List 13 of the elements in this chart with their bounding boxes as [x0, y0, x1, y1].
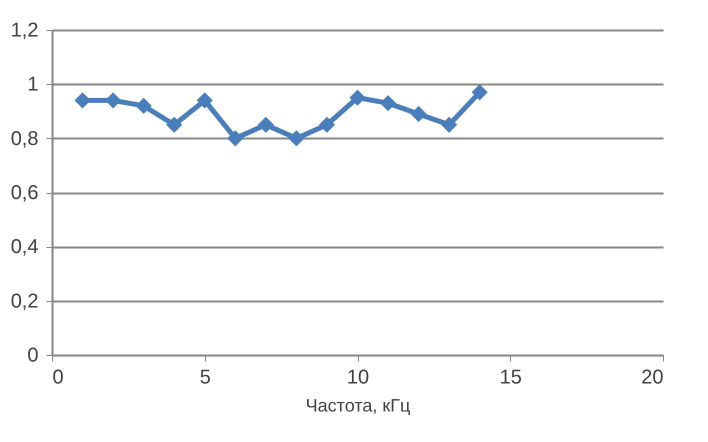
x-tick-label: 10	[346, 366, 370, 388]
x-tick-label: 20	[641, 366, 664, 388]
y-tick-label: 0,4	[10, 236, 38, 258]
x-axis-title: Частота, кГц	[306, 396, 410, 416]
y-tick-label: 0,6	[10, 182, 38, 204]
y-tick-label: 0	[27, 344, 38, 366]
y-tick-label: 0,2	[10, 290, 38, 312]
y-tick-label: 0,8	[10, 128, 38, 150]
x-tick-label: 15	[500, 366, 522, 388]
y-tick-label: 1	[27, 74, 38, 96]
x-tick-label: 5	[200, 366, 211, 388]
y-tick-label: 1,2	[10, 20, 38, 42]
x-tick-label: 0	[52, 366, 64, 388]
